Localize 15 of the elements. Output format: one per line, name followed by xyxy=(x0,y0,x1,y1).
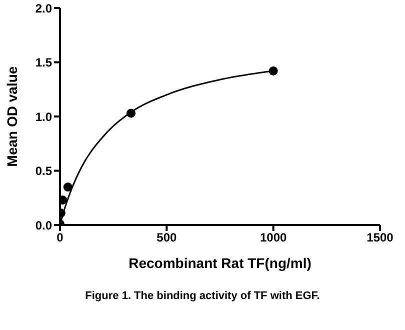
caption: Figure 1. The binding activity of TF with EGF. xyxy=(84,290,321,302)
x-tick-label: 1000 xyxy=(260,230,288,245)
y-tick-label: 0.0 xyxy=(35,218,52,232)
x-tick-label: 1500 xyxy=(366,230,394,245)
y-tick-label: 1.5 xyxy=(35,56,52,70)
x-tick-label: 500 xyxy=(156,230,177,245)
x-axis-title: Recombinant Rat TF(ng/ml) xyxy=(128,255,312,271)
point xyxy=(268,66,278,76)
x-tick-label: 0 xyxy=(56,230,64,245)
y-tick-label: 1.0 xyxy=(35,110,52,124)
y-tick-label: 2.0 xyxy=(35,1,52,16)
point xyxy=(126,108,136,118)
y-axis-title: Mean OD value xyxy=(4,66,20,167)
y-tick-label: 0.5 xyxy=(35,164,52,178)
point xyxy=(63,182,72,192)
